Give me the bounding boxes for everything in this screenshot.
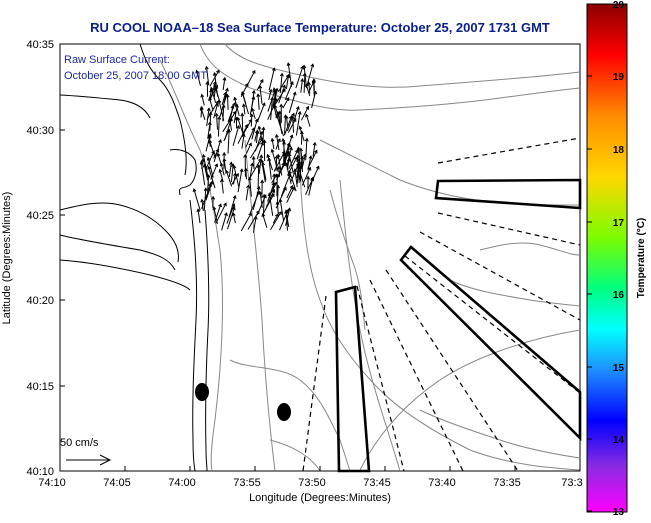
x-tick-label: 73:40 [428, 477, 456, 489]
colorbar-tick-label: 14 [613, 435, 625, 446]
y-tick-label: 40:30 [26, 125, 54, 137]
colorbar-tick-label: 18 [613, 145, 625, 156]
current-vector [251, 114, 252, 126]
colorbar-tick-label: 15 [613, 363, 625, 374]
y-axis-title: Latitude (Degrees:Minutes) [1, 192, 13, 325]
colorbar-title: Temperature (°C) [636, 218, 647, 299]
colorbar-tick-label: 13 [613, 507, 625, 518]
current-annotation-line1: Raw Surface Current: [64, 54, 170, 66]
x-tick-label: 73:35 [493, 477, 521, 489]
y-tick-label: 40:20 [26, 295, 54, 307]
y-tick-label: 40:35 [26, 39, 54, 51]
x-tick-label: 74:00 [168, 477, 196, 489]
scale-label: 50 cm/s [60, 437, 99, 449]
x-tick-label: 73:55 [233, 477, 261, 489]
colorbar-tick-label: 19 [613, 72, 625, 83]
current-annotation-line2: October 25, 2007 18:00 GMT [64, 70, 207, 82]
x-tick-label: 73:45 [363, 477, 391, 489]
colorbar-tick-label: 16 [613, 290, 625, 301]
y-tick-label: 40:15 [26, 381, 54, 393]
x-tick-label: 74:05 [103, 477, 131, 489]
x-tick-label: 74:10 [38, 477, 66, 489]
radar-site-marker-2 [277, 403, 291, 421]
x-tick-label: 73:3 [561, 477, 582, 489]
current-vector [278, 186, 279, 202]
current-vector [258, 165, 259, 188]
figure-title: RU COOL NOAA–18 Sea Surface Temperature:… [60, 20, 580, 35]
plot-frame [60, 44, 580, 471]
x-axis-title: Longitude (Degrees:Minutes) [249, 492, 391, 504]
y-tick-label: 40:25 [26, 210, 54, 222]
current-vector [263, 127, 264, 145]
colorbar-tick-label: 17 [613, 218, 625, 229]
colorbar-tick-label: 20 [613, 0, 625, 11]
current-vector [228, 95, 229, 110]
radar-site-marker-1 [195, 383, 209, 401]
x-tick-label: 73:50 [298, 477, 326, 489]
current-vector [302, 157, 303, 169]
